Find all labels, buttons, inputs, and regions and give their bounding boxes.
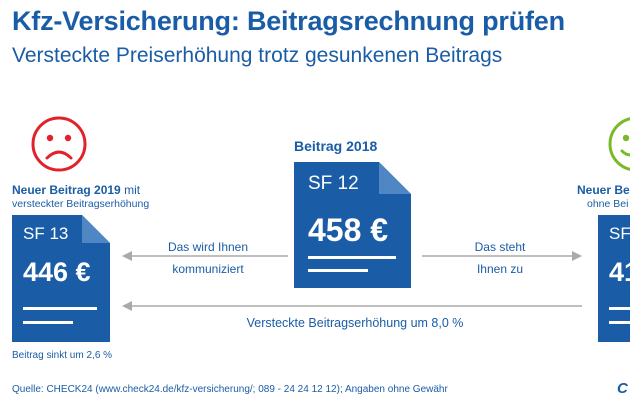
center-document-fold (379, 162, 411, 194)
right-doc-line-2 (609, 321, 630, 324)
center-amount: 458 € (308, 212, 389, 248)
right-amount: 41 (609, 257, 630, 287)
bottom-arrow-label: Versteckte Beitragserhöhung um 8,0 % (246, 316, 464, 330)
left-heading-suffix: mit (120, 183, 141, 197)
sad-face-icon (31, 116, 87, 172)
left-heading-line2: versteckter Beitragserhöhung (12, 198, 150, 210)
right-arrow (422, 251, 582, 261)
left-document-fold (82, 215, 110, 243)
left-arrow-label-2: kommuniziert (172, 262, 244, 276)
left-amount: 446 € (23, 257, 91, 287)
left-note: Beitrag sinkt um 2,6 % (12, 350, 113, 361)
left-heading: Neuer Beitrag 2019 mit (12, 183, 140, 197)
left-heading-bold: Neuer Beitrag 2019 (12, 183, 121, 197)
center-doc-line-1 (308, 256, 396, 259)
right-heading: Neuer Be (577, 183, 630, 197)
left-arrow (122, 251, 288, 261)
center-doc-line-2 (308, 269, 368, 272)
check24-logo: C (617, 380, 628, 397)
page-subtitle: Versteckte Preiserhöhung trotz gesunkene… (12, 44, 503, 67)
right-sf-label: SF (609, 224, 630, 243)
left-arrow-label-1: Das wird Ihnen (167, 240, 249, 254)
left-doc-line-2 (23, 321, 73, 324)
right-arrow-label-1: Das steht (474, 240, 526, 254)
left-sf-label: SF 13 (23, 224, 69, 243)
page-title: Kfz-Versicherung: Beitragsrechnung prüfe… (12, 6, 565, 36)
center-document-card: SF 12 458 € (294, 162, 411, 288)
left-document-card: SF 13 446 € (12, 215, 110, 342)
left-doc-line-1 (23, 307, 97, 310)
right-heading-line2: ohne Bei (587, 198, 629, 210)
right-document-card: SF 41 (598, 215, 630, 342)
center-heading: Beitrag 2018 (294, 138, 378, 154)
happy-face-icon (608, 117, 630, 171)
center-sf-label: SF 12 (308, 173, 359, 194)
right-doc-line-1 (609, 307, 630, 310)
source-footer: Quelle: CHECK24 (www.check24.de/kfz-vers… (12, 384, 448, 395)
bottom-arrow (122, 301, 582, 311)
right-arrow-label-2: Ihnen zu (476, 262, 524, 276)
